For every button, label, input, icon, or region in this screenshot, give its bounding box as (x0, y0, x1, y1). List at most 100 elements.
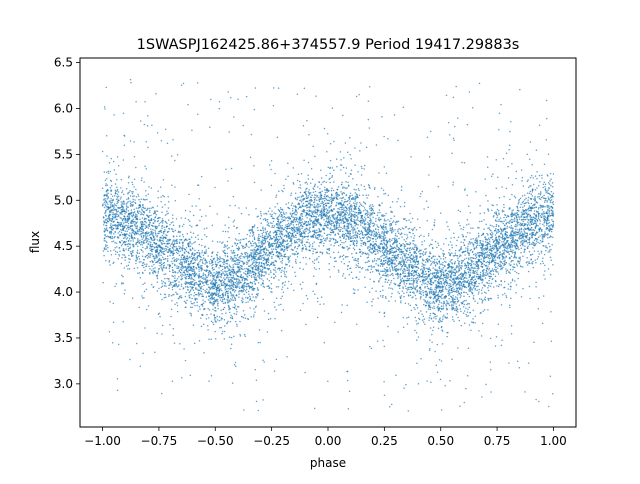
data-point (124, 212, 126, 215)
data-point (519, 244, 522, 247)
data-point (287, 202, 290, 204)
data-point (278, 238, 281, 240)
data-point (224, 292, 227, 294)
data-point (516, 221, 519, 224)
data-point (198, 266, 201, 268)
data-point (440, 326, 443, 329)
data-point (189, 374, 192, 376)
data-point (198, 295, 200, 297)
data-point (428, 288, 430, 290)
data-point (230, 282, 232, 284)
data-point (353, 218, 355, 221)
data-point (452, 304, 455, 307)
data-point (167, 219, 170, 221)
data-point (383, 270, 386, 273)
data-point (460, 292, 463, 294)
data-point (237, 98, 239, 100)
data-point (511, 278, 514, 280)
data-point (158, 222, 161, 225)
data-point (383, 239, 385, 242)
data-point (204, 273, 206, 276)
data-point (183, 260, 186, 263)
data-point (452, 295, 454, 297)
data-point (408, 273, 410, 276)
data-point (407, 287, 409, 289)
data-point (468, 271, 470, 274)
data-point (201, 238, 203, 241)
data-point (146, 207, 149, 210)
data-point (294, 220, 297, 223)
data-point (530, 202, 533, 205)
data-point (336, 193, 338, 195)
data-point (267, 233, 270, 235)
data-point (245, 207, 247, 209)
data-point (541, 260, 544, 263)
data-point (111, 341, 114, 344)
data-point (219, 299, 222, 301)
data-point (447, 121, 450, 124)
data-point (298, 196, 300, 198)
data-point (231, 276, 233, 279)
data-point (259, 250, 261, 253)
data-point (222, 271, 224, 273)
data-point (293, 252, 295, 255)
data-point (252, 252, 254, 254)
data-point (454, 309, 456, 312)
data-point (189, 245, 192, 247)
data-point (297, 252, 299, 255)
data-point (281, 255, 283, 257)
data-point (545, 234, 548, 236)
data-point (139, 120, 142, 122)
data-point (233, 219, 236, 221)
data-point (332, 189, 335, 192)
data-point (498, 245, 500, 248)
data-point (496, 252, 498, 255)
data-point (381, 232, 383, 234)
data-point (160, 279, 163, 282)
data-point (445, 237, 447, 240)
data-point (317, 222, 319, 224)
data-point (314, 293, 316, 295)
data-point (541, 235, 544, 238)
data-point (306, 119, 308, 122)
data-point (429, 339, 431, 341)
data-point (124, 230, 127, 232)
data-point (375, 228, 377, 230)
data-point (334, 234, 336, 237)
data-point (420, 310, 422, 312)
data-point (148, 211, 151, 213)
data-point (161, 234, 164, 237)
data-point (536, 258, 539, 260)
data-point (433, 307, 436, 310)
data-point (230, 257, 233, 259)
data-point (268, 280, 271, 282)
data-point (498, 238, 501, 240)
data-point (519, 88, 521, 91)
data-point (423, 273, 425, 276)
data-point (441, 343, 444, 345)
data-point (238, 296, 240, 298)
data-point (482, 279, 484, 282)
data-point (244, 270, 247, 273)
data-point (474, 267, 476, 269)
data-point (199, 219, 201, 222)
data-point (352, 232, 354, 234)
data-point (116, 246, 118, 248)
data-point (494, 263, 496, 266)
data-point (399, 245, 402, 248)
data-point (472, 318, 474, 320)
data-point (342, 114, 344, 117)
data-point (434, 240, 437, 243)
data-point (397, 291, 399, 293)
data-point (113, 114, 115, 116)
data-point (267, 261, 270, 264)
data-point (453, 288, 455, 290)
data-point (519, 222, 522, 224)
data-point (226, 322, 229, 324)
data-point (188, 193, 190, 196)
data-point (118, 255, 121, 257)
data-point (439, 319, 441, 322)
data-point (496, 208, 499, 211)
data-point (352, 178, 354, 180)
